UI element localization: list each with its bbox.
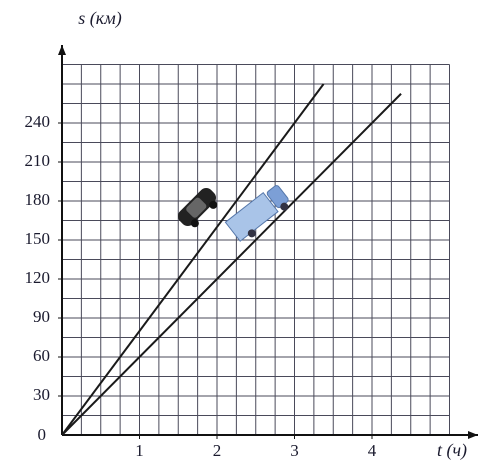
y-tick-label: 30 <box>33 385 50 404</box>
x-tick-label: 2 <box>213 441 222 460</box>
grid <box>62 64 450 435</box>
x-tick-label: 1 <box>135 441 144 460</box>
x-tick-label: 3 <box>290 441 299 460</box>
y-tick-label: 240 <box>25 112 51 131</box>
x-axis-arrow <box>468 431 478 439</box>
line <box>61 93 402 436</box>
y-tick-label: 150 <box>25 229 51 248</box>
y-tick-label: 120 <box>25 268 51 287</box>
origin-label: 0 <box>38 425 47 444</box>
truck-icon <box>224 185 289 242</box>
y-axis-arrow <box>58 45 66 55</box>
line <box>61 83 325 436</box>
y-axis-label: s (км) <box>78 8 121 29</box>
x-tick-label: 4 <box>368 441 377 460</box>
y-tick-label: 210 <box>25 151 51 170</box>
y-tick-label: 180 <box>25 190 51 209</box>
x-axis-label: t (ч) <box>437 440 467 461</box>
y-tick-label: 90 <box>33 307 50 326</box>
car-icon <box>177 187 218 228</box>
y-tick-label: 60 <box>33 346 50 365</box>
